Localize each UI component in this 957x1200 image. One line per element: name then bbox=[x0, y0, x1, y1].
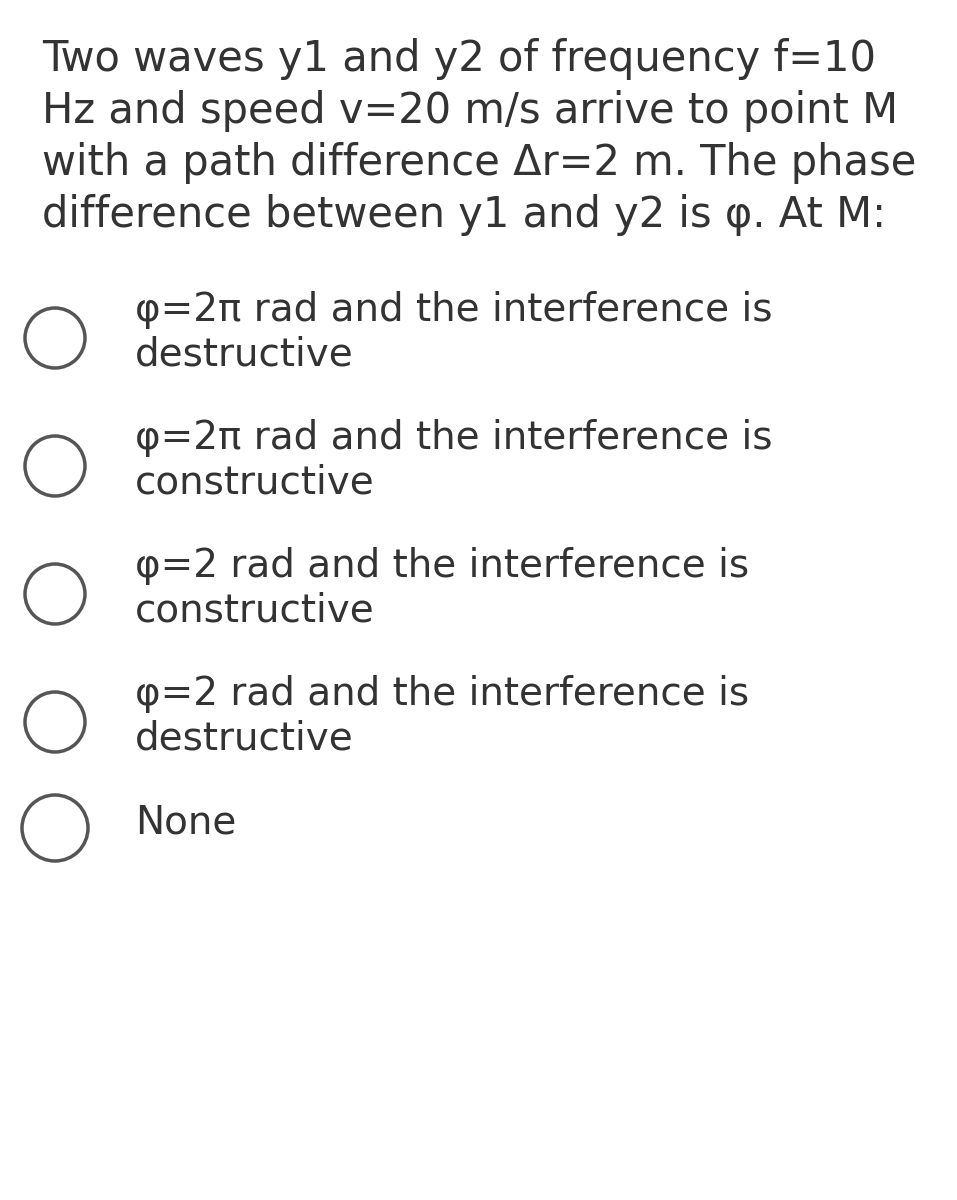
Text: Hz and speed v=20 m/s arrive to point M: Hz and speed v=20 m/s arrive to point M bbox=[42, 90, 898, 132]
Text: with a path difference Δr=2 m. The phase: with a path difference Δr=2 m. The phase bbox=[42, 142, 917, 184]
Text: φ=2 rad and the interference is: φ=2 rad and the interference is bbox=[135, 674, 749, 713]
Text: φ=2 rad and the interference is: φ=2 rad and the interference is bbox=[135, 547, 749, 586]
Text: destructive: destructive bbox=[135, 719, 354, 757]
Text: constructive: constructive bbox=[135, 592, 375, 629]
Text: φ=2π rad and the interference is: φ=2π rad and the interference is bbox=[135, 290, 772, 329]
Text: difference between y1 and y2 is φ. At M:: difference between y1 and y2 is φ. At M: bbox=[42, 194, 886, 236]
Text: destructive: destructive bbox=[135, 335, 354, 373]
Text: constructive: constructive bbox=[135, 463, 375, 502]
Text: None: None bbox=[135, 803, 236, 841]
Text: Two waves y1 and y2 of frequency f=10: Two waves y1 and y2 of frequency f=10 bbox=[42, 38, 876, 80]
Text: φ=2π rad and the interference is: φ=2π rad and the interference is bbox=[135, 419, 772, 457]
